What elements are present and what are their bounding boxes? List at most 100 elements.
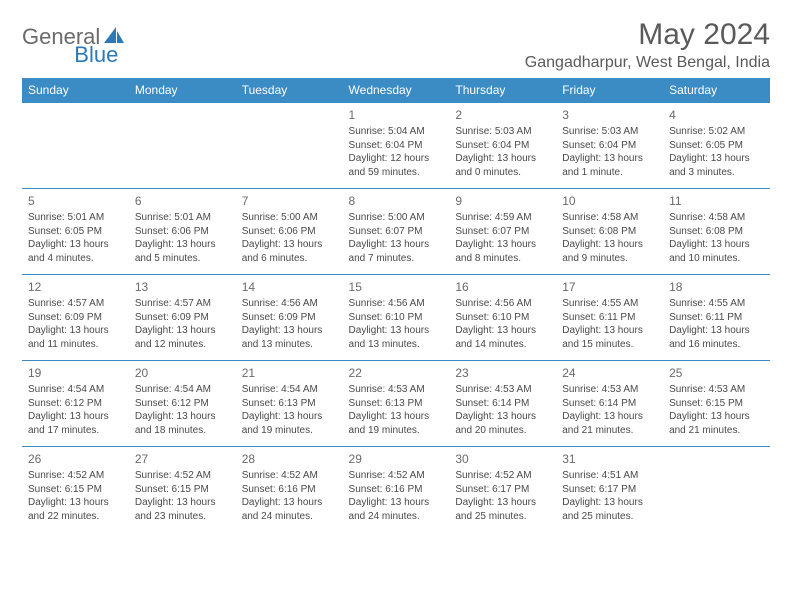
- day-number: 9: [455, 193, 550, 209]
- sunset-line: Sunset: 6:16 PM: [242, 483, 337, 497]
- calendar-week-row: 19Sunrise: 4:54 AMSunset: 6:12 PMDayligh…: [22, 361, 770, 447]
- daylight-line: Daylight: 13 hours and 19 minutes.: [242, 410, 337, 437]
- weekday-header: Friday: [556, 78, 663, 103]
- sunset-line: Sunset: 6:12 PM: [28, 397, 123, 411]
- weekday-header: Monday: [129, 78, 236, 103]
- sunset-line: Sunset: 6:12 PM: [135, 397, 230, 411]
- sunrise-line: Sunrise: 4:57 AM: [135, 297, 230, 311]
- calendar-day-cell: 20Sunrise: 4:54 AMSunset: 6:12 PMDayligh…: [129, 361, 236, 447]
- calendar-body: 1Sunrise: 5:04 AMSunset: 6:04 PMDaylight…: [22, 103, 770, 533]
- sunrise-line: Sunrise: 4:59 AM: [455, 211, 550, 225]
- daylight-line: Daylight: 13 hours and 20 minutes.: [455, 410, 550, 437]
- calendar-page: General Blue May 2024 Gangadharpur, West…: [0, 0, 792, 551]
- calendar-day-cell: 29Sunrise: 4:52 AMSunset: 6:16 PMDayligh…: [343, 447, 450, 533]
- sunset-line: Sunset: 6:09 PM: [28, 311, 123, 325]
- sunrise-line: Sunrise: 4:56 AM: [242, 297, 337, 311]
- calendar-day-cell: 21Sunrise: 4:54 AMSunset: 6:13 PMDayligh…: [236, 361, 343, 447]
- day-number: 26: [28, 451, 123, 467]
- sunrise-line: Sunrise: 5:04 AM: [349, 125, 444, 139]
- calendar-day-cell: 11Sunrise: 4:58 AMSunset: 6:08 PMDayligh…: [663, 189, 770, 275]
- calendar-day-cell: 6Sunrise: 5:01 AMSunset: 6:06 PMDaylight…: [129, 189, 236, 275]
- calendar-empty-cell: [663, 447, 770, 533]
- day-number: 19: [28, 365, 123, 381]
- calendar-day-cell: 27Sunrise: 4:52 AMSunset: 6:15 PMDayligh…: [129, 447, 236, 533]
- sunset-line: Sunset: 6:04 PM: [455, 139, 550, 153]
- sunrise-line: Sunrise: 5:01 AM: [28, 211, 123, 225]
- day-number: 18: [669, 279, 764, 295]
- day-number: 5: [28, 193, 123, 209]
- header: General Blue May 2024 Gangadharpur, West…: [22, 18, 770, 72]
- daylight-line: Daylight: 13 hours and 8 minutes.: [455, 238, 550, 265]
- calendar-day-cell: 31Sunrise: 4:51 AMSunset: 6:17 PMDayligh…: [556, 447, 663, 533]
- sunset-line: Sunset: 6:05 PM: [28, 225, 123, 239]
- sunset-line: Sunset: 6:06 PM: [135, 225, 230, 239]
- sunset-line: Sunset: 6:08 PM: [669, 225, 764, 239]
- calendar-day-cell: 7Sunrise: 5:00 AMSunset: 6:06 PMDaylight…: [236, 189, 343, 275]
- daylight-line: Daylight: 13 hours and 17 minutes.: [28, 410, 123, 437]
- calendar-day-cell: 15Sunrise: 4:56 AMSunset: 6:10 PMDayligh…: [343, 275, 450, 361]
- daylight-line: Daylight: 13 hours and 3 minutes.: [669, 152, 764, 179]
- sunrise-line: Sunrise: 4:52 AM: [349, 469, 444, 483]
- weekday-header: Saturday: [663, 78, 770, 103]
- sunset-line: Sunset: 6:04 PM: [349, 139, 444, 153]
- sunset-line: Sunset: 6:13 PM: [242, 397, 337, 411]
- weekday-header: Thursday: [449, 78, 556, 103]
- day-number: 29: [349, 451, 444, 467]
- calendar-empty-cell: [236, 103, 343, 189]
- daylight-line: Daylight: 13 hours and 22 minutes.: [28, 496, 123, 523]
- calendar-day-cell: 16Sunrise: 4:56 AMSunset: 6:10 PMDayligh…: [449, 275, 556, 361]
- day-number: 1: [349, 107, 444, 123]
- day-number: 27: [135, 451, 230, 467]
- daylight-line: Daylight: 13 hours and 10 minutes.: [669, 238, 764, 265]
- weekday-header: Wednesday: [343, 78, 450, 103]
- daylight-line: Daylight: 13 hours and 25 minutes.: [455, 496, 550, 523]
- daylight-line: Daylight: 13 hours and 18 minutes.: [135, 410, 230, 437]
- sunrise-line: Sunrise: 5:03 AM: [562, 125, 657, 139]
- day-number: 13: [135, 279, 230, 295]
- day-number: 25: [669, 365, 764, 381]
- sunset-line: Sunset: 6:15 PM: [135, 483, 230, 497]
- day-number: 14: [242, 279, 337, 295]
- sunset-line: Sunset: 6:07 PM: [455, 225, 550, 239]
- daylight-line: Daylight: 13 hours and 19 minutes.: [349, 410, 444, 437]
- day-number: 17: [562, 279, 657, 295]
- daylight-line: Daylight: 13 hours and 5 minutes.: [135, 238, 230, 265]
- day-number: 16: [455, 279, 550, 295]
- calendar-table: SundayMondayTuesdayWednesdayThursdayFrid…: [22, 78, 770, 533]
- daylight-line: Daylight: 13 hours and 9 minutes.: [562, 238, 657, 265]
- calendar-day-cell: 24Sunrise: 4:53 AMSunset: 6:14 PMDayligh…: [556, 361, 663, 447]
- day-number: 21: [242, 365, 337, 381]
- sunrise-line: Sunrise: 4:53 AM: [349, 383, 444, 397]
- calendar-week-row: 26Sunrise: 4:52 AMSunset: 6:15 PMDayligh…: [22, 447, 770, 533]
- sunrise-line: Sunrise: 4:56 AM: [455, 297, 550, 311]
- calendar-day-cell: 13Sunrise: 4:57 AMSunset: 6:09 PMDayligh…: [129, 275, 236, 361]
- calendar-week-row: 1Sunrise: 5:04 AMSunset: 6:04 PMDaylight…: [22, 103, 770, 189]
- calendar-day-cell: 28Sunrise: 4:52 AMSunset: 6:16 PMDayligh…: [236, 447, 343, 533]
- daylight-line: Daylight: 13 hours and 21 minutes.: [669, 410, 764, 437]
- sunset-line: Sunset: 6:10 PM: [455, 311, 550, 325]
- sunset-line: Sunset: 6:16 PM: [349, 483, 444, 497]
- daylight-line: Daylight: 13 hours and 25 minutes.: [562, 496, 657, 523]
- sunset-line: Sunset: 6:08 PM: [562, 225, 657, 239]
- daylight-line: Daylight: 13 hours and 23 minutes.: [135, 496, 230, 523]
- daylight-line: Daylight: 13 hours and 13 minutes.: [242, 324, 337, 351]
- calendar-day-cell: 25Sunrise: 4:53 AMSunset: 6:15 PMDayligh…: [663, 361, 770, 447]
- day-number: 23: [455, 365, 550, 381]
- weekday-header: Tuesday: [236, 78, 343, 103]
- day-number: 2: [455, 107, 550, 123]
- sunset-line: Sunset: 6:13 PM: [349, 397, 444, 411]
- daylight-line: Daylight: 12 hours and 59 minutes.: [349, 152, 444, 179]
- sunrise-line: Sunrise: 5:02 AM: [669, 125, 764, 139]
- day-number: 11: [669, 193, 764, 209]
- day-number: 22: [349, 365, 444, 381]
- daylight-line: Daylight: 13 hours and 13 minutes.: [349, 324, 444, 351]
- sunset-line: Sunset: 6:09 PM: [242, 311, 337, 325]
- calendar-day-cell: 3Sunrise: 5:03 AMSunset: 6:04 PMDaylight…: [556, 103, 663, 189]
- day-number: 12: [28, 279, 123, 295]
- calendar-day-cell: 19Sunrise: 4:54 AMSunset: 6:12 PMDayligh…: [22, 361, 129, 447]
- sunrise-line: Sunrise: 5:03 AM: [455, 125, 550, 139]
- calendar-day-cell: 8Sunrise: 5:00 AMSunset: 6:07 PMDaylight…: [343, 189, 450, 275]
- day-number: 15: [349, 279, 444, 295]
- sunrise-line: Sunrise: 4:57 AM: [28, 297, 123, 311]
- logo: General Blue: [22, 24, 172, 50]
